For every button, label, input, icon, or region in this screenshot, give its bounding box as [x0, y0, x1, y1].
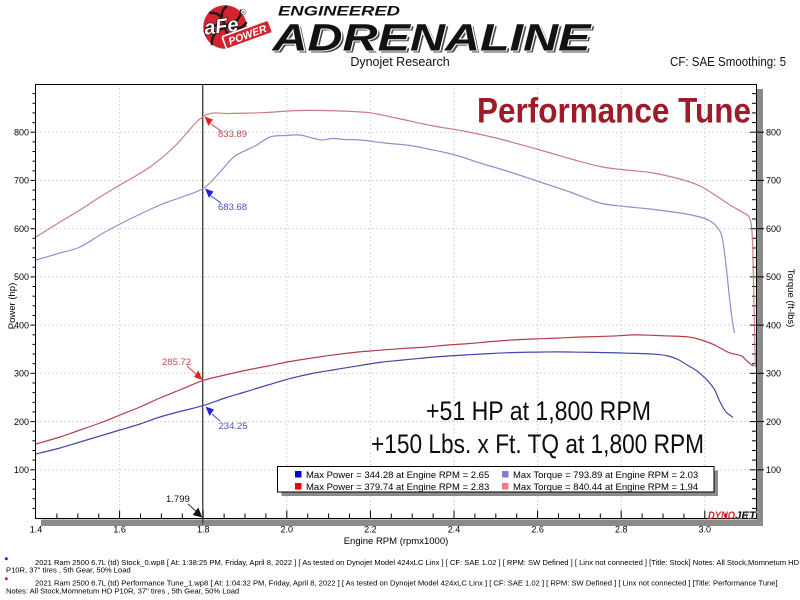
svg-text:Engine RPM (rpmx1000): Engine RPM (rpmx1000)	[344, 536, 449, 547]
svg-text:2.0: 2.0	[281, 525, 294, 535]
svg-text:ADRENALINE: ADRENALINE	[271, 18, 592, 60]
svg-text:3.0: 3.0	[699, 525, 712, 535]
svg-text:300: 300	[14, 369, 29, 379]
svg-text:200: 200	[14, 417, 29, 427]
svg-text:1.4: 1.4	[30, 525, 43, 535]
svg-text:2.4: 2.4	[448, 525, 461, 535]
svg-text:683.68: 683.68	[218, 202, 247, 213]
svg-text:700: 700	[14, 176, 29, 186]
svg-text:2.2: 2.2	[364, 525, 377, 535]
svg-text:2.6: 2.6	[531, 525, 544, 535]
svg-text:1.799: 1.799	[166, 494, 190, 505]
svg-text:2021 Ram 2500 6.7L (td) Perfor: 2021 Ram 2500 6.7L (td) Performance Tune…	[35, 579, 778, 588]
svg-text:JET: JET	[735, 510, 757, 522]
svg-text:234.25: 234.25	[219, 421, 248, 432]
svg-text:500: 500	[14, 272, 29, 282]
svg-text:R: R	[242, 11, 245, 15]
svg-text:1.6: 1.6	[113, 525, 126, 535]
svg-text:700: 700	[766, 176, 781, 186]
svg-text:800: 800	[14, 127, 29, 137]
svg-text:600: 600	[14, 224, 29, 234]
svg-text:+150 Lbs. x Ft. TQ at 1,800 RP: +150 Lbs. x Ft. TQ at 1,800 RPM	[371, 429, 704, 459]
svg-text:400: 400	[14, 320, 29, 330]
svg-text:400: 400	[766, 320, 781, 330]
svg-text:Max Power = 344.28 at Engine R: Max Power = 344.28 at Engine RPM = 2.65	[306, 470, 489, 481]
svg-text:1.8: 1.8	[197, 525, 210, 535]
svg-text:P10R, 37" tires , 5th Gear, 50: P10R, 37" tires , 5th Gear, 50% Load	[6, 566, 131, 575]
svg-text:100: 100	[14, 465, 29, 475]
svg-text:600: 600	[766, 224, 781, 234]
svg-text:300: 300	[766, 369, 781, 379]
svg-text:2021 Ram 2500 6.7L (td) Stock_: 2021 Ram 2500 6.7L (td) Stock_0.wp8 [ At…	[35, 558, 800, 567]
svg-text:833.89: 833.89	[218, 129, 247, 140]
svg-text:ADRENALINE: ADRENALINE	[274, 20, 595, 62]
svg-text:Power (hp): Power (hp)	[7, 283, 18, 329]
svg-text:200: 200	[766, 417, 781, 427]
svg-text:Max Torque = 840.44 at Engine: Max Torque = 840.44 at Engine RPM = 1.94	[513, 482, 698, 493]
svg-text:ENGINEERED: ENGINEERED	[278, 4, 400, 19]
svg-text:500: 500	[766, 272, 781, 282]
svg-text:800: 800	[766, 127, 781, 137]
svg-text:Performance Tune: Performance Tune	[477, 92, 751, 131]
svg-text:Max Torque = 793.89 at Engine: Max Torque = 793.89 at Engine RPM = 2.03	[513, 470, 698, 481]
svg-text:CF: SAE Smoothing: 5: CF: SAE Smoothing: 5	[670, 55, 786, 69]
svg-text:aFe: aFe	[203, 14, 240, 40]
svg-text:100: 100	[766, 465, 781, 475]
svg-text:DYNO: DYNO	[708, 510, 735, 522]
svg-text:Max Power = 379.74 at Engine R: Max Power = 379.74 at Engine RPM = 2.83	[306, 482, 489, 493]
svg-text:285.72: 285.72	[162, 357, 191, 368]
svg-text:+51 HP at 1,800 RPM: +51 HP at 1,800 RPM	[426, 396, 651, 426]
svg-text:2.8: 2.8	[615, 525, 628, 535]
svg-text:Torque (ft-lbs): Torque (ft-lbs)	[785, 269, 796, 328]
svg-text:Notes: All Stock,Momnetum HD P: Notes: All Stock,Momnetum HD P10R, 37" t…	[6, 587, 239, 596]
svg-text:Dynojet Research: Dynojet Research	[350, 55, 449, 69]
